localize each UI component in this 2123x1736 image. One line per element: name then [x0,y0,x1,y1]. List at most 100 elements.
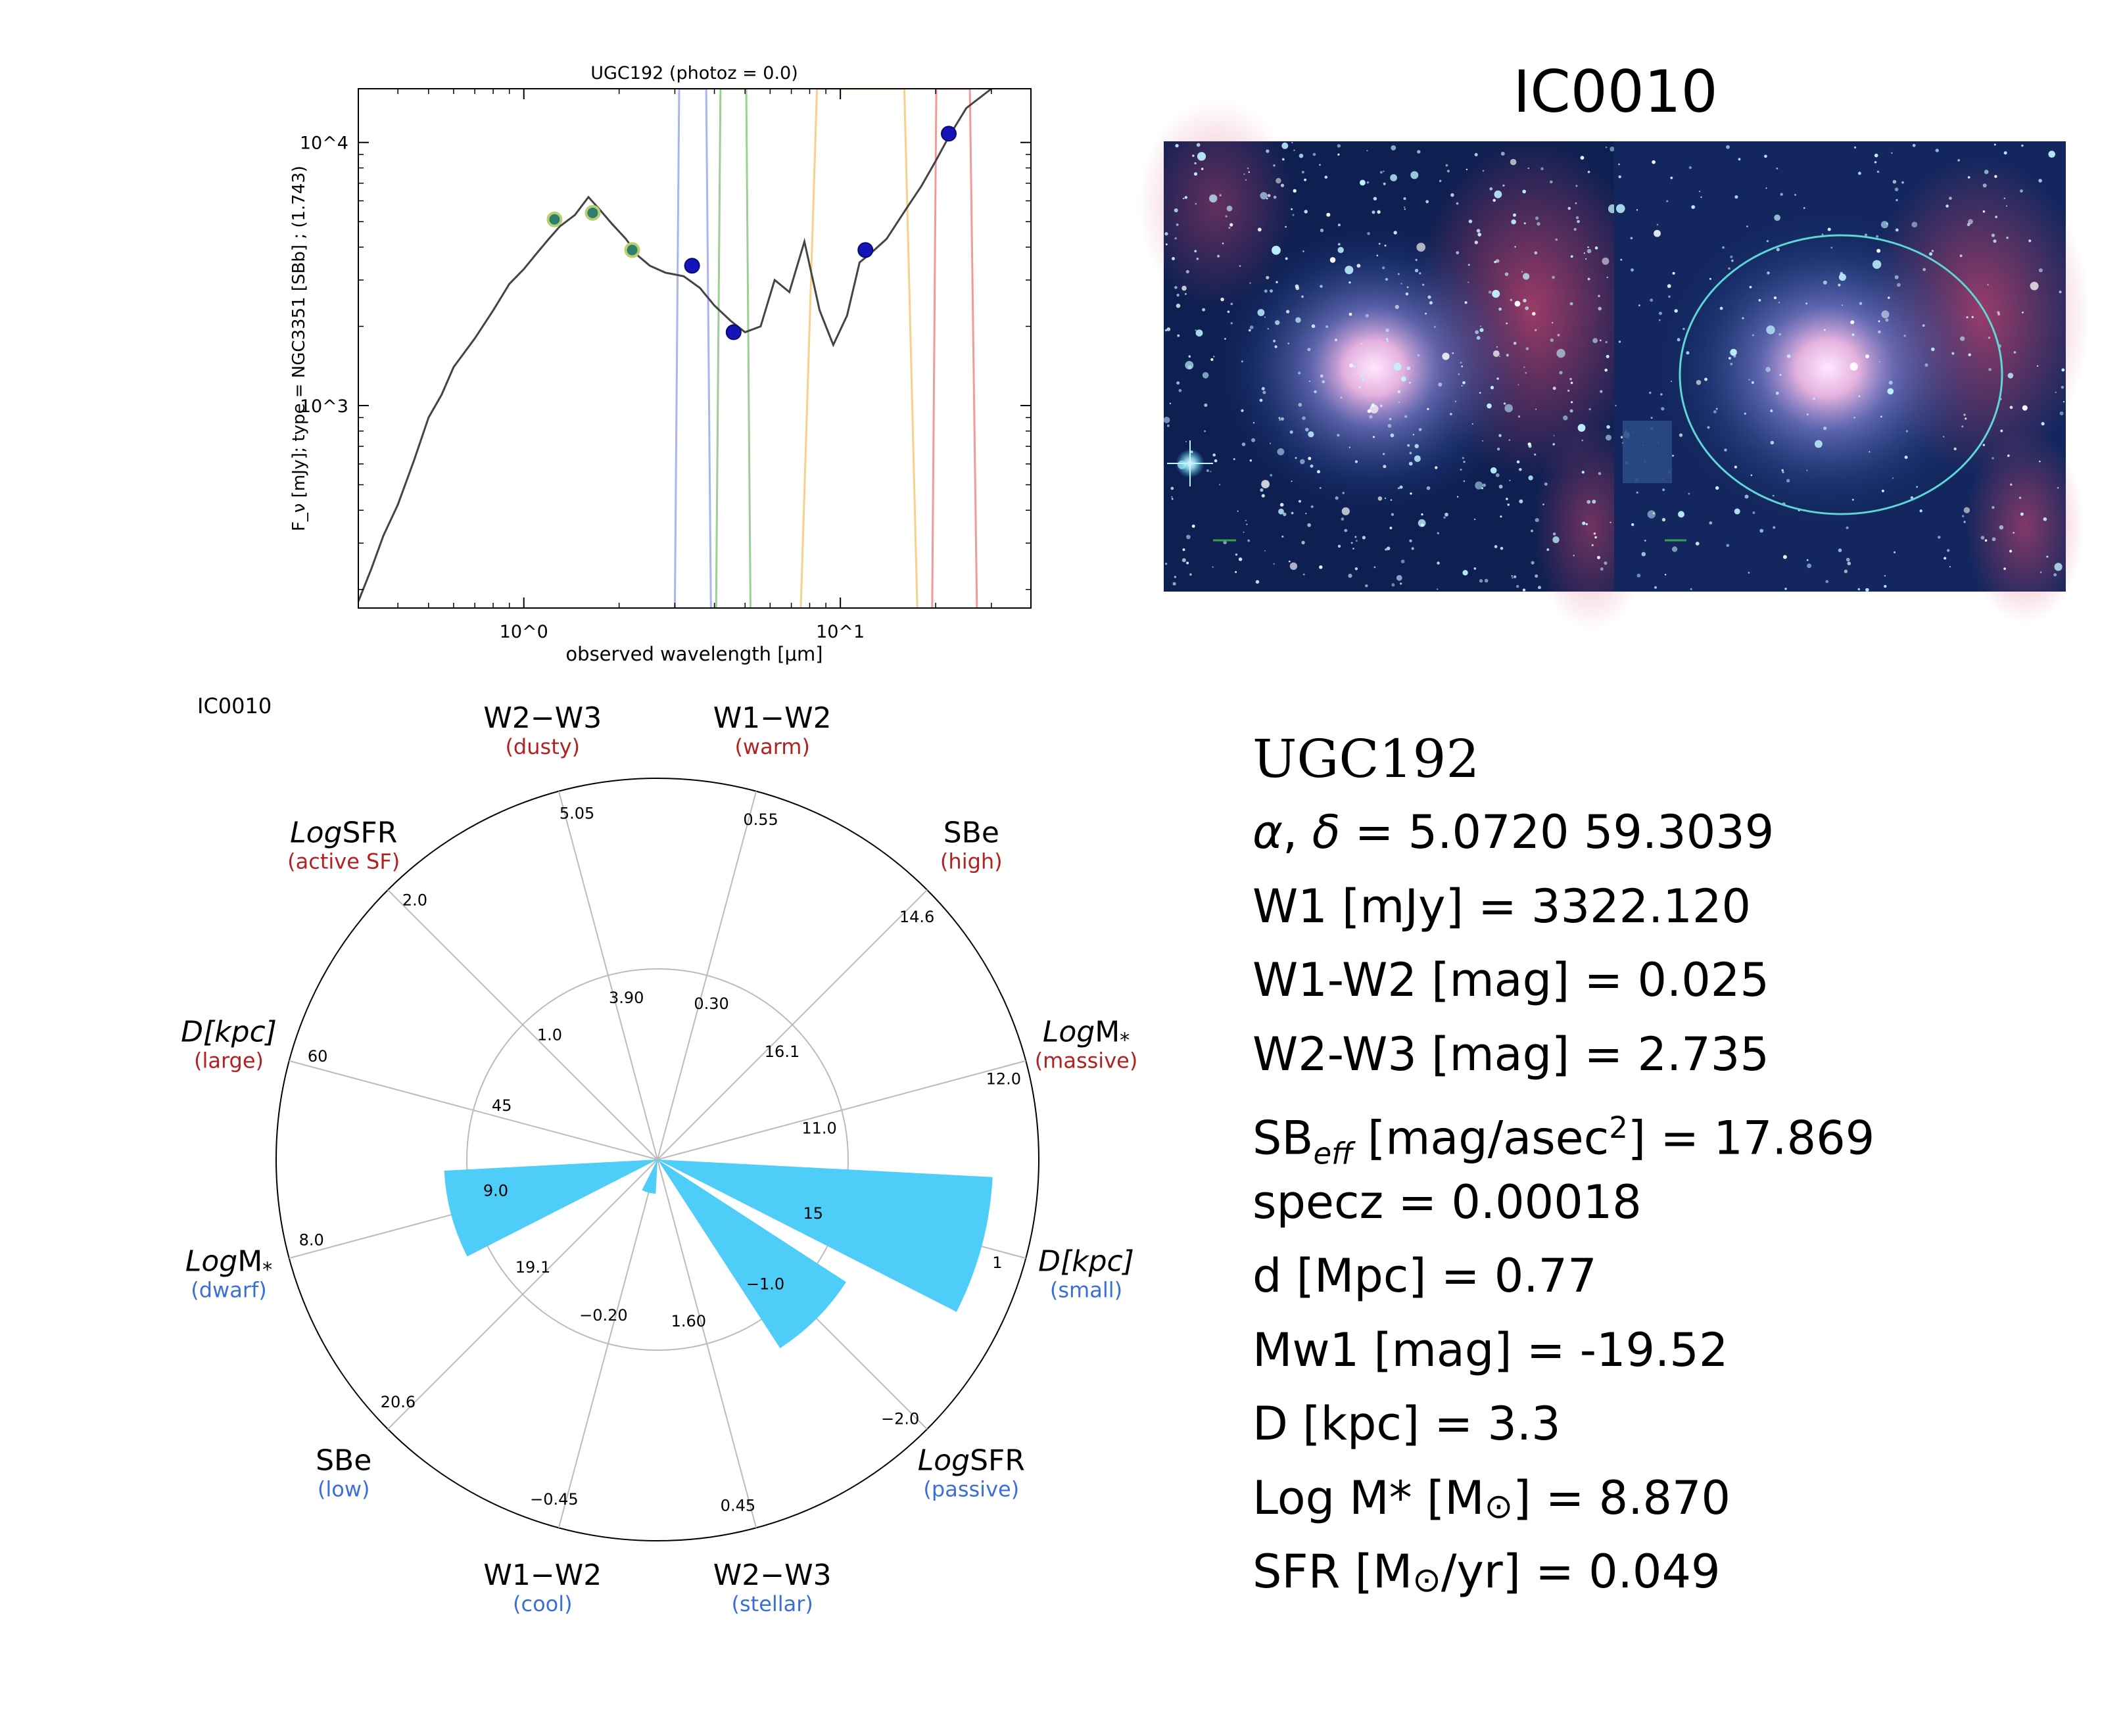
star-dot [1573,554,1575,557]
star-dot [1980,536,1985,540]
radar-axis-label: LogSFR [918,1443,1025,1477]
star-dot [1360,360,1362,362]
star-dot [1425,200,1429,204]
star-dot [1586,500,1591,504]
star-dot [1604,561,1608,565]
star-dot [1636,209,1638,211]
star-dot [1550,180,1553,184]
star-dot [1690,588,1692,590]
w2w3-line: W2-W3 [mag] = 2.735 [1252,1027,1769,1081]
star-dot [1786,479,1790,482]
star-dot [1636,491,1638,494]
sun-symbol-icon: ⊙ [1484,1486,1514,1526]
star-dot [1535,408,1537,410]
star-dot [1571,401,1573,404]
star-dot [1490,467,1497,474]
star-dot [1264,550,1266,551]
filter-curve-w4 [931,89,978,608]
logm-prefix: Log M* [M [1252,1470,1485,1525]
star-dot [1473,567,1477,570]
radar-spoke [289,1060,658,1160]
star-dot [1912,143,1916,147]
star-dot [1938,536,1941,539]
star-dot [2046,555,2049,558]
star-dot [1610,147,1615,152]
star-dot [1944,557,1947,560]
star-dot [1195,329,1197,331]
star-dot [1496,448,1500,451]
star-dot [1304,178,1307,181]
sed-x-ticklabel: 10^0 [500,622,548,642]
star-dot [1924,363,1928,367]
star-dot [1521,271,1523,273]
star-dot [1204,403,1208,408]
star-dot [1569,377,1572,381]
radar-tick-label: 1.0 [537,1026,562,1044]
star-dot [1246,523,1248,525]
star-dot [1734,465,1737,469]
star-dot [1399,485,1403,489]
star-dot [1337,223,1341,227]
radar-axis-qualifier: (stellar) [731,1591,813,1616]
star-dot [1281,417,1284,421]
star-dot [1492,290,1500,298]
star-dot [2018,496,2022,499]
star-dot [1707,426,1710,429]
star-dot [1243,173,1245,176]
star-dot [1225,215,1228,218]
star-dot [1210,471,1212,473]
star-dot [1992,537,1996,542]
star-dot [1445,164,1448,167]
star-dot [1281,158,1285,161]
star-dot [1656,223,1659,226]
star-dot [1461,385,1463,387]
star-dot [1904,456,1908,459]
star-dot [1482,170,1485,172]
star-dot [1397,390,1400,394]
star-dot [1650,298,1654,302]
star-dot [1396,575,1402,581]
star-dot [1273,339,1276,342]
star-dot [1516,584,1519,588]
star-dot [1248,329,1251,332]
star-dot [1503,402,1506,405]
star-dot [2054,563,2063,571]
star-dot [1438,383,1443,387]
star-dot [1781,469,1784,472]
star-dot [1369,415,1373,419]
star-dot [1202,372,1209,379]
star-dot [1464,301,1467,304]
star-dot [1935,149,1939,152]
star-dot [1644,540,1646,542]
star-dot [1751,381,1754,385]
star-dot [1992,505,1995,509]
star-dot [1806,559,1809,561]
star-dot [1319,565,1323,569]
star-dot [1943,436,1945,438]
star-dot [1662,488,1665,492]
radar-tick-label: 1 [992,1254,1002,1272]
star-dot [1409,452,1412,455]
star-dot [1189,573,1192,576]
radar-axis-qualifier: (dwarf) [191,1278,266,1303]
star-dot [1854,146,1857,149]
star-dot [1255,580,1260,584]
star-dot [1525,347,1529,350]
radar-panel: IC0010 0.30 0.55 3.90 5.05 1.0 2.0 45 60 9.0 8.0 1… [181,693,1137,1616]
star-dot [1506,498,1508,500]
star-dot [1206,469,1209,473]
star-dot [1928,252,1933,256]
star-dot [1911,222,1918,227]
radar-tick-label: −1.0 [746,1275,784,1294]
photometry-point-wise [725,324,742,340]
star-dot [1965,417,1967,420]
logm-value: ] = 8.870 [1513,1470,1731,1525]
star-dot [1273,195,1277,199]
star-dot [1674,309,1678,313]
star-dot [1467,264,1470,266]
star-dot [1598,294,1600,298]
star-dot [1498,307,1502,311]
star-dot [1772,494,1775,497]
star-dot [1709,521,1713,525]
star-dot [1365,314,1369,317]
